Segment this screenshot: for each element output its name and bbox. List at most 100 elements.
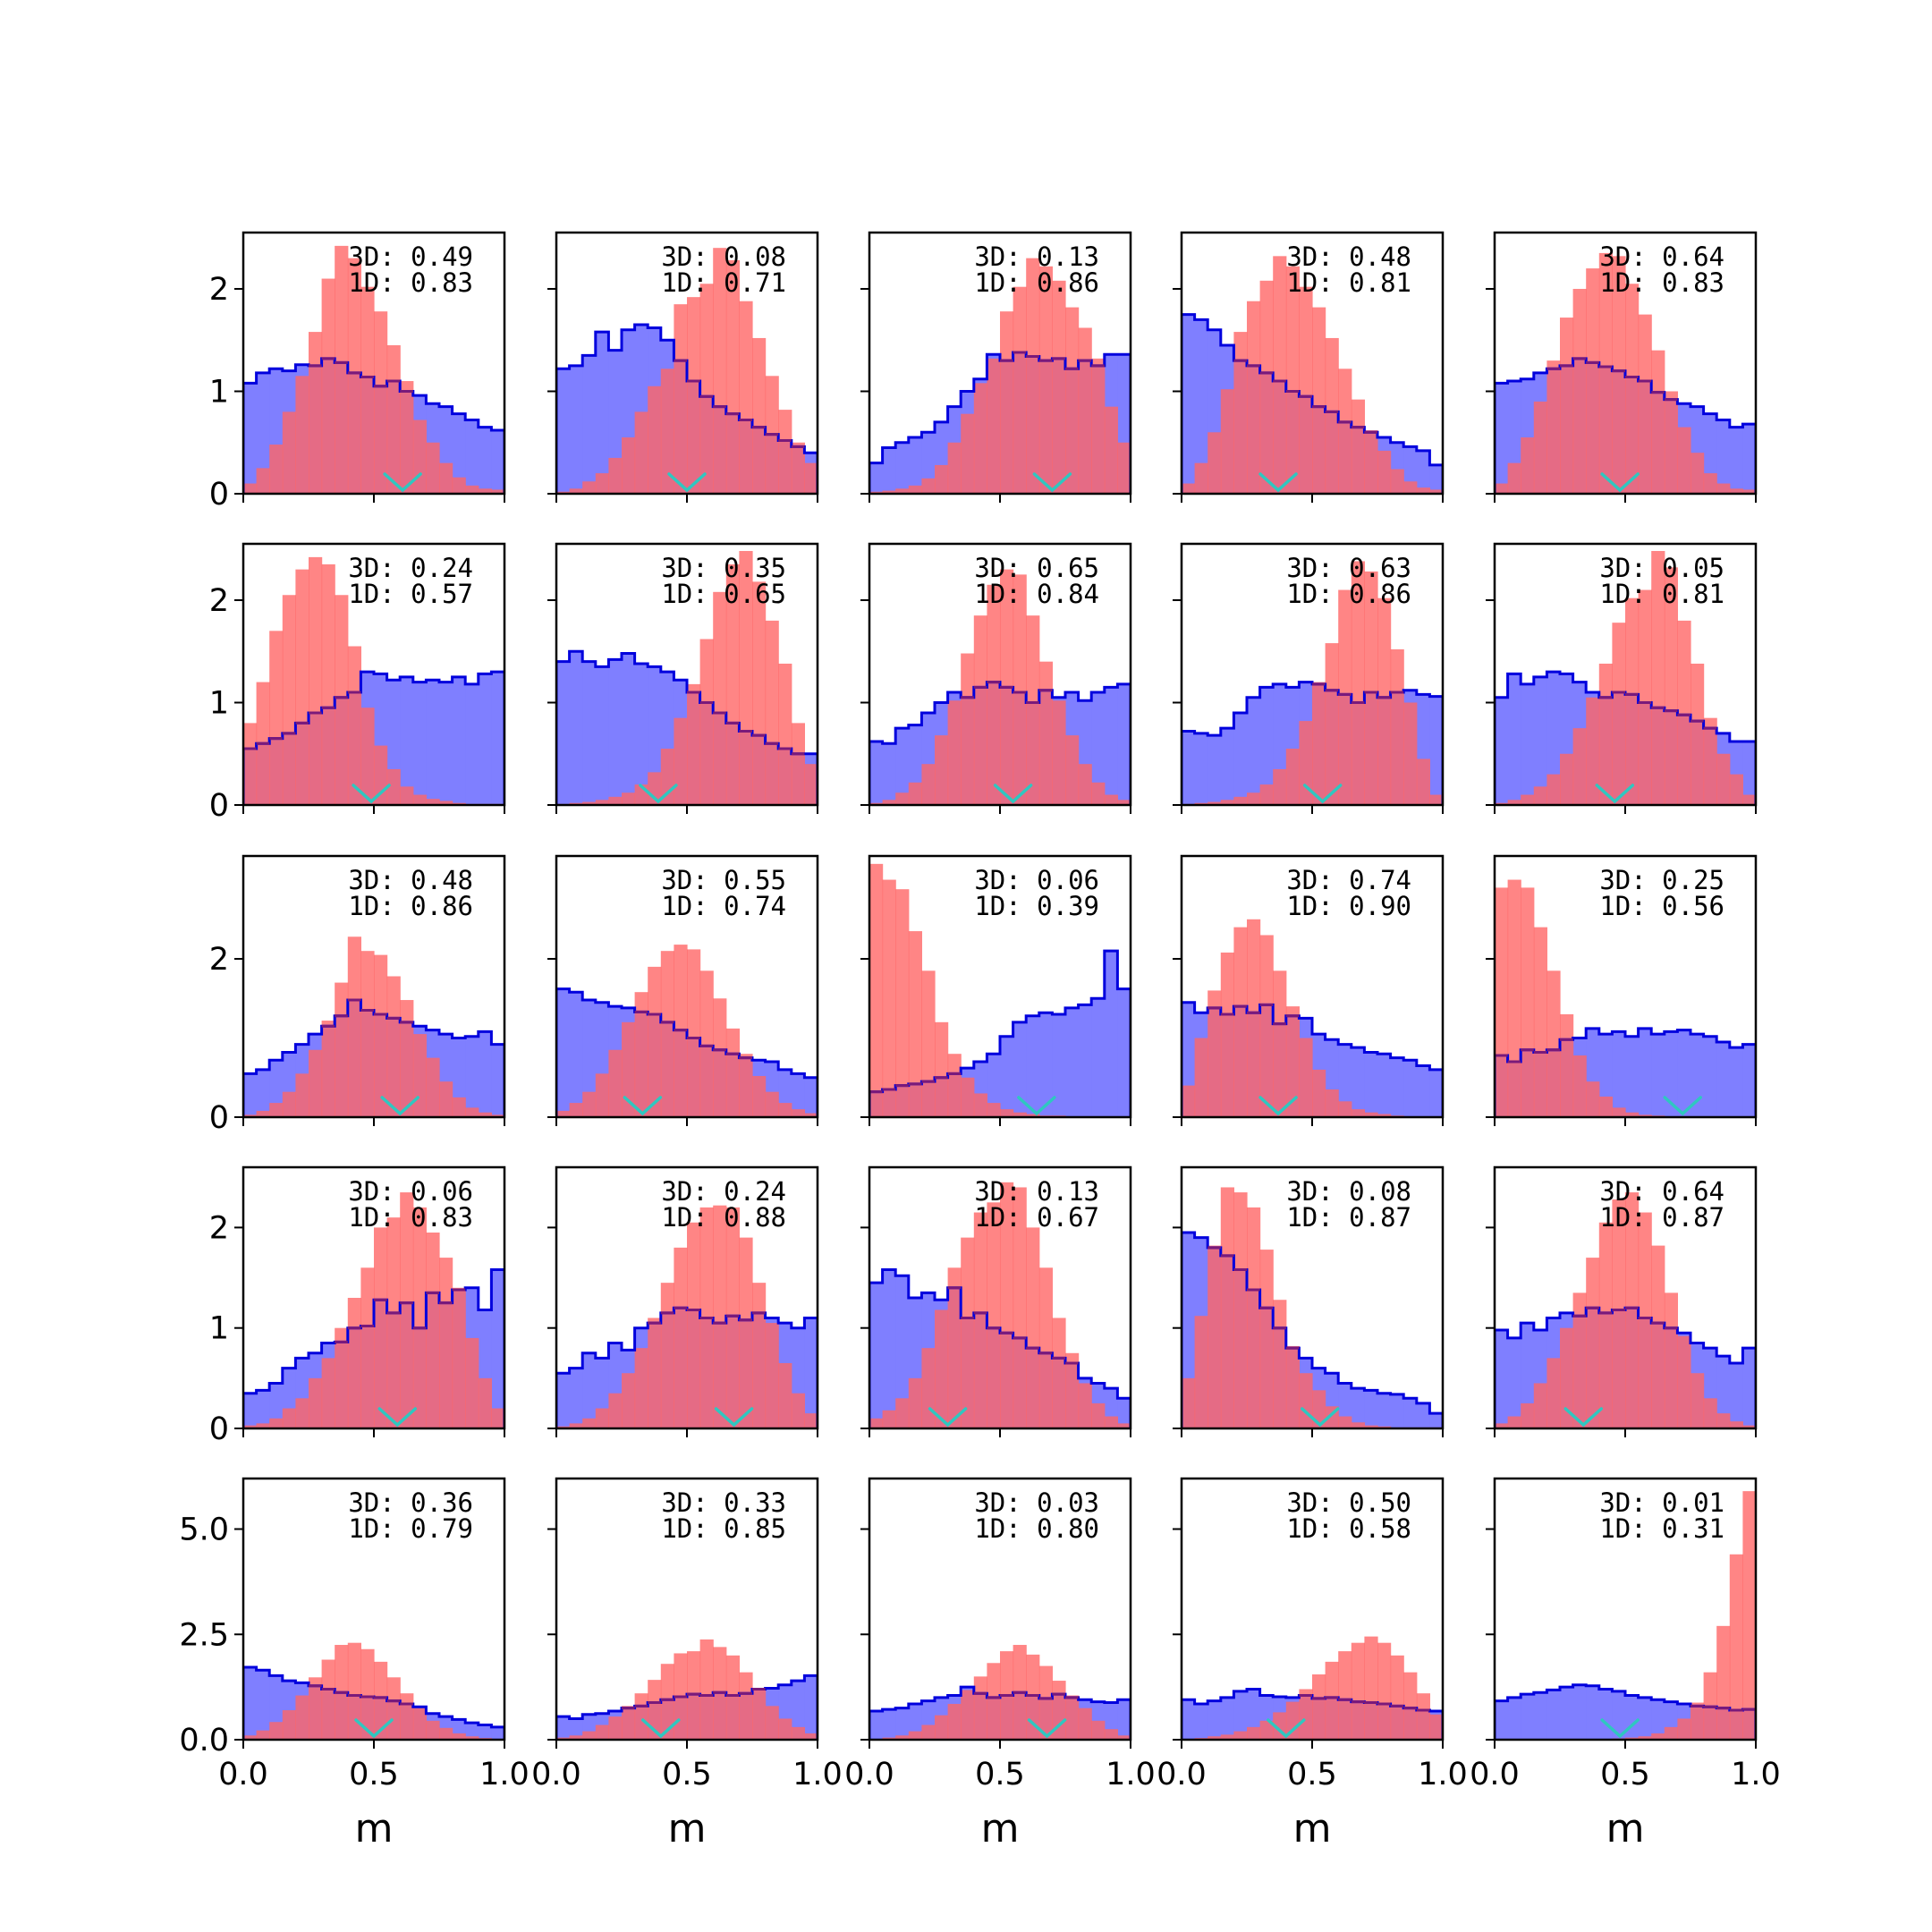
blue-bar — [1038, 1013, 1053, 1117]
red-bar — [973, 1093, 987, 1117]
red-bar — [569, 488, 583, 494]
red-bar — [908, 485, 922, 494]
blue-bar — [569, 992, 583, 1117]
blue-bar — [1104, 687, 1118, 805]
blue-bar — [569, 1368, 583, 1428]
red-bar — [1104, 1416, 1118, 1428]
red-bar — [309, 556, 323, 805]
marker-v-icon — [1301, 1407, 1340, 1428]
blue-bar — [1495, 383, 1509, 494]
red-bar — [804, 462, 818, 494]
blue-bar — [1117, 683, 1131, 805]
marker-v-icon — [714, 1407, 754, 1428]
red-bar — [791, 442, 805, 494]
red-bar — [243, 1114, 258, 1117]
red-bar — [1273, 1300, 1287, 1428]
annotation-3d: 3D: 0.08 — [1286, 1176, 1411, 1207]
annotation-1d: 1D: 0.31 — [1599, 1513, 1724, 1544]
red-bar — [595, 800, 609, 805]
red-bar — [569, 1423, 583, 1428]
blue-bar — [1651, 1699, 1665, 1740]
red-bar — [1716, 753, 1731, 805]
red-bar — [1220, 1187, 1234, 1428]
red-bar — [1625, 284, 1640, 494]
blue-bar — [1233, 712, 1248, 805]
red-bar — [582, 801, 597, 805]
blue-bar — [895, 728, 910, 805]
blue-bar — [608, 659, 623, 805]
blue-bar — [1638, 1697, 1652, 1740]
marker-v-icon — [1563, 1407, 1604, 1428]
blue-step-line — [243, 357, 504, 494]
red-bar — [1507, 879, 1521, 1117]
red-bar — [1259, 784, 1274, 805]
blue-bar — [1495, 1329, 1509, 1428]
red-bar — [1690, 1373, 1705, 1428]
red-bar — [439, 801, 453, 805]
x-tick-label: 1.0 — [1106, 1757, 1156, 1792]
plot-area — [1495, 252, 1756, 494]
red-bar — [895, 488, 910, 494]
red-bar — [1117, 1423, 1131, 1428]
red-bar — [478, 488, 492, 494]
blue-bar — [1364, 1390, 1378, 1428]
red-bar — [739, 1054, 753, 1117]
red-bar — [374, 311, 388, 494]
marker-v-icon — [1267, 1718, 1306, 1739]
red-bar — [360, 1648, 375, 1740]
red-bar — [804, 1733, 818, 1740]
red-bar — [269, 1722, 284, 1740]
annotation-3d: 3D: 0.48 — [1286, 242, 1411, 272]
blue-bar — [243, 1666, 258, 1740]
red-bar — [1182, 1377, 1196, 1428]
blue-bar — [478, 1724, 492, 1740]
x-tick-label: 0.0 — [1470, 1757, 1520, 1792]
blue-bar — [243, 1073, 258, 1117]
red-bar — [608, 1716, 623, 1740]
red-bar — [622, 1373, 636, 1428]
red-bar — [1377, 1114, 1392, 1117]
red-bar — [1052, 1318, 1066, 1428]
red-bar — [465, 485, 479, 494]
red-bar — [1638, 1736, 1652, 1740]
blue-bar — [791, 1073, 805, 1117]
plot-area — [556, 1639, 818, 1740]
blue-bar — [256, 372, 270, 494]
red-bar — [491, 1114, 504, 1117]
annotation-1d: 1D: 0.71 — [661, 267, 786, 298]
red-bar — [1429, 794, 1443, 805]
blue-bar — [1194, 319, 1208, 494]
red-bar — [282, 1091, 296, 1117]
blue-bar — [1182, 731, 1196, 805]
plot-area — [243, 245, 504, 494]
red-bar — [1612, 256, 1626, 494]
red-bar — [674, 304, 688, 494]
blue-bar — [1716, 419, 1731, 494]
blue-bar — [412, 682, 427, 805]
blue-bar — [1182, 1699, 1196, 1740]
blue-bar — [595, 666, 609, 805]
blue-bar — [1220, 728, 1234, 805]
red-bar — [412, 419, 427, 494]
red-bar — [426, 799, 440, 805]
marker-v-icon — [377, 1407, 418, 1428]
red-bar — [1377, 1642, 1392, 1740]
red-bar — [465, 1337, 479, 1428]
blue-bar — [895, 1707, 910, 1740]
red-bar — [608, 457, 623, 494]
red-bar — [426, 1720, 440, 1740]
red-bar — [400, 1000, 414, 1117]
blue-bar — [556, 1373, 571, 1428]
red-bar — [1038, 1267, 1053, 1428]
annotation-3d: 3D: 0.13 — [974, 242, 1099, 272]
red-bar — [1416, 487, 1430, 494]
red-bar — [1312, 1069, 1326, 1117]
blue-bar — [1664, 1031, 1678, 1117]
blue-bar — [1612, 1690, 1626, 1740]
red-bar — [1259, 1250, 1274, 1428]
annotation-1d: 1D: 0.39 — [974, 891, 1099, 921]
marker-v-icon — [1600, 472, 1640, 493]
plot-area — [243, 556, 504, 805]
